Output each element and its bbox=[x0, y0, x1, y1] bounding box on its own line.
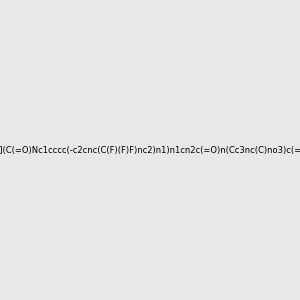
Text: C[C@@H](C(=O)Nc1cccc(-c2cnc(C(F)(F)F)nc2)n1)n1cn2c(=O)n(Cc3nc(C)no3)c(=O)c2n1C: C[C@@H](C(=O)Nc1cccc(-c2cnc(C(F)(F)F)nc2… bbox=[0, 146, 300, 154]
